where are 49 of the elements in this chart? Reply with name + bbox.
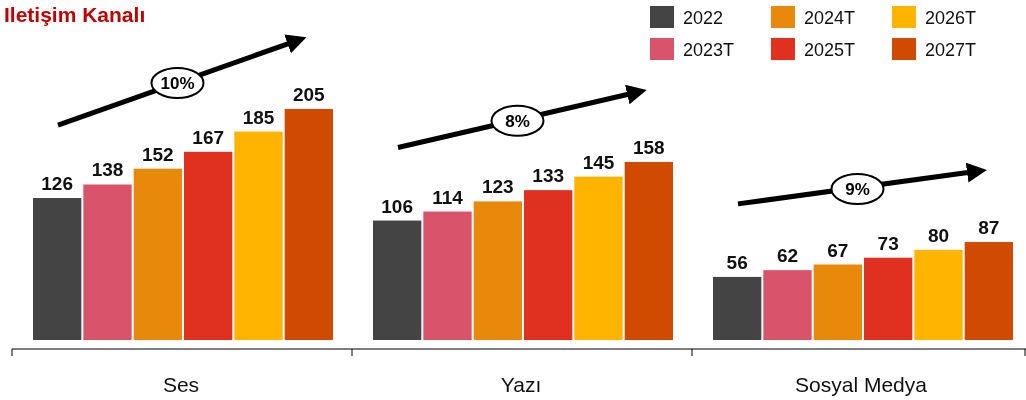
- data-label: 62: [776, 245, 799, 267]
- bar: [763, 270, 812, 340]
- data-label: 106: [381, 195, 414, 217]
- bar: [83, 184, 132, 340]
- data-label: 152: [141, 143, 174, 165]
- legend-label: 2022: [683, 8, 724, 28]
- legend-label: 2026T: [925, 8, 977, 28]
- data-label: 158: [632, 136, 665, 158]
- data-label: 123: [481, 176, 514, 198]
- legend-label: 2027T: [925, 40, 977, 60]
- data-label: 56: [726, 251, 748, 273]
- data-label: 133: [532, 165, 565, 187]
- legend-label: 2024T: [804, 8, 856, 28]
- data-label: 80: [927, 224, 950, 246]
- data-label: 73: [877, 232, 899, 254]
- legend-label: 2025T: [804, 40, 856, 60]
- bar: [713, 276, 762, 340]
- bar: [624, 161, 673, 340]
- bar: [524, 190, 573, 340]
- data-label: 145: [582, 151, 615, 173]
- x-tick-label: Yazı: [500, 373, 542, 396]
- annotation: 8%: [505, 111, 530, 131]
- data-label: 67: [827, 239, 849, 261]
- data-label: 126: [41, 173, 74, 195]
- bar: [574, 176, 623, 340]
- bar: [914, 249, 963, 340]
- bar: [284, 109, 333, 340]
- data-label: 167: [192, 126, 225, 148]
- bar: [473, 201, 522, 340]
- bar: [864, 257, 913, 340]
- x-tick-label: Ses: [162, 373, 200, 396]
- text: 10%: [160, 74, 195, 94]
- data-label: 114: [432, 186, 464, 208]
- bar: [33, 198, 82, 340]
- data-label: 138: [91, 159, 124, 181]
- bar: [964, 241, 1013, 340]
- bar: [423, 211, 472, 340]
- x-tick-label: Sosyal Medya: [795, 373, 928, 396]
- bar: [813, 264, 862, 340]
- data-label: 185: [242, 106, 275, 128]
- annotation: 9%: [845, 179, 870, 199]
- bar: [234, 131, 283, 340]
- bar: [373, 220, 422, 340]
- data-label: 87: [978, 216, 1000, 238]
- chart-title: Iletişim Kanalı: [4, 3, 146, 26]
- data-label: 205: [292, 84, 326, 105]
- legend-label: 2023T: [683, 40, 735, 60]
- bar: [133, 168, 182, 340]
- bar: [184, 151, 233, 340]
